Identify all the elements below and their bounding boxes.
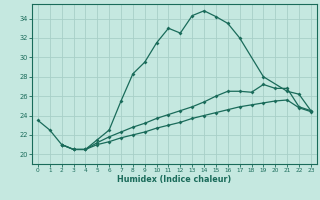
X-axis label: Humidex (Indice chaleur): Humidex (Indice chaleur) <box>117 175 232 184</box>
